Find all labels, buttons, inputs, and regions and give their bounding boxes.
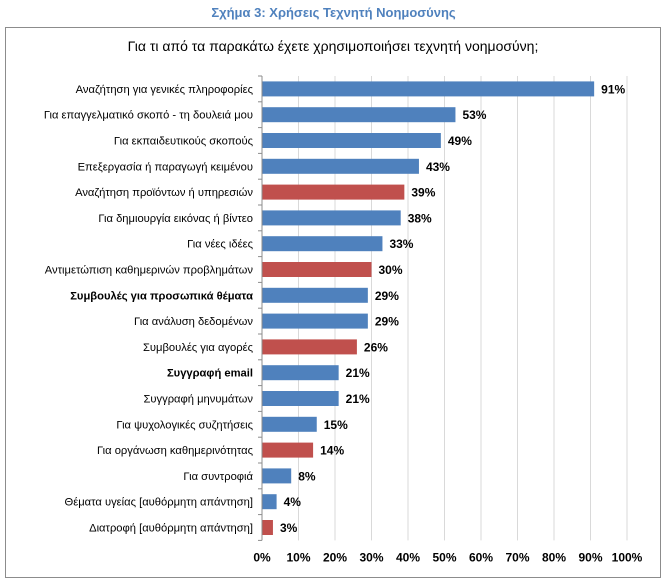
bar: [262, 365, 339, 381]
category-label: Συγγραφή email: [167, 368, 253, 380]
data-label: 15%: [324, 418, 348, 432]
bar: [262, 158, 419, 174]
data-label: 91%: [601, 82, 625, 96]
bar-chart: Αναζήτηση για γενικές πληροφορίες 91% Για …: [44, 75, 643, 564]
bar: [262, 81, 595, 97]
data-label: 29%: [375, 289, 399, 303]
chart-frame: Για τι από τα παρακάτω έχετε χρησιμοποιή…: [5, 27, 661, 578]
data-label: 38%: [408, 211, 432, 225]
bar: [262, 210, 401, 226]
x-tick-label: 0%: [253, 550, 271, 564]
category-label: Για συντροφιά: [183, 471, 253, 483]
data-label: 33%: [389, 237, 413, 251]
x-tick-label: 50%: [432, 550, 456, 564]
chart-title: Για τι από τα παρακάτω έχετε χρησιμοποιή…: [127, 38, 539, 54]
bar: [262, 494, 277, 510]
category-label: Αναζήτηση για γενικές πληροφορίες: [76, 84, 254, 96]
data-label: 21%: [346, 392, 370, 406]
category-label: Θέματα υγείας [αυθόρμητη απάντηση]: [65, 497, 253, 509]
category-label: Για ανάλυση δεδομένων: [134, 316, 253, 328]
category-label: Συγγραφή μηνυμάτων: [143, 394, 253, 406]
category-label: Αντιμετώπιση καθημερινών προβλημάτων: [45, 265, 254, 277]
bar: [262, 184, 405, 200]
data-label: 39%: [411, 186, 435, 200]
data-label: 4%: [284, 495, 302, 509]
data-label: 21%: [346, 366, 370, 380]
bar: [262, 107, 456, 123]
data-label: 49%: [448, 134, 472, 148]
data-label: 53%: [462, 108, 486, 122]
bar: [262, 391, 339, 406]
bar: [262, 287, 368, 303]
category-label: Για ψυχολογικές συζητήσεις: [116, 419, 253, 431]
x-tick-label: 70%: [505, 550, 529, 564]
category-label: Επεξεργασία ή παραγωγή κειμένου: [78, 161, 253, 173]
bar: [262, 520, 273, 535]
bar: [262, 416, 317, 432]
x-tick-label: 80%: [542, 550, 566, 564]
category-label: Για εκπαιδευτικούς σκοπούς: [114, 136, 254, 148]
data-label: 26%: [364, 340, 388, 354]
bar: [262, 442, 314, 458]
x-tick-label: 60%: [469, 550, 493, 564]
bar: [262, 339, 357, 355]
category-label: Συμβουλές για αγορές: [143, 342, 254, 354]
bar: [262, 262, 372, 277]
x-tick-label: 90%: [578, 550, 602, 564]
data-label: 8%: [298, 469, 316, 483]
x-tick-label: 20%: [323, 550, 347, 564]
data-label: 29%: [375, 315, 399, 329]
data-label: 14%: [320, 444, 344, 458]
category-label: Για νέες ιδέες: [187, 239, 253, 251]
bar: [262, 468, 292, 484]
category-label: Συμβουλές για προσωπικά θέματα: [70, 290, 253, 302]
x-tick-label: 100%: [612, 550, 643, 564]
category-label: Αναζήτηση προϊόντων ή υπηρεσιών: [75, 187, 253, 199]
figure-caption: Σχήμα 3: Χρήσεις Τεχνητή Νοημοσύνης: [211, 5, 456, 20]
data-label: 3%: [280, 521, 298, 535]
bar: [262, 236, 383, 252]
category-label: Για επαγγελματικό σκοπό - τη δουλειά μου: [44, 110, 253, 122]
category-label: Διατροφή [αυθόρμητη απάντηση]: [89, 523, 253, 535]
data-label: 30%: [379, 263, 403, 277]
bar: [262, 313, 368, 329]
x-tick-label: 10%: [286, 550, 310, 564]
data-label: 43%: [426, 160, 450, 174]
category-label: Για δημιουργία εικόνας ή βίντεο: [98, 213, 253, 225]
bar: [262, 133, 441, 148]
category-label: Για οργάνωση καθημερινότητας: [97, 445, 254, 457]
x-tick-label: 30%: [359, 550, 383, 564]
x-tick-label: 40%: [396, 550, 420, 564]
